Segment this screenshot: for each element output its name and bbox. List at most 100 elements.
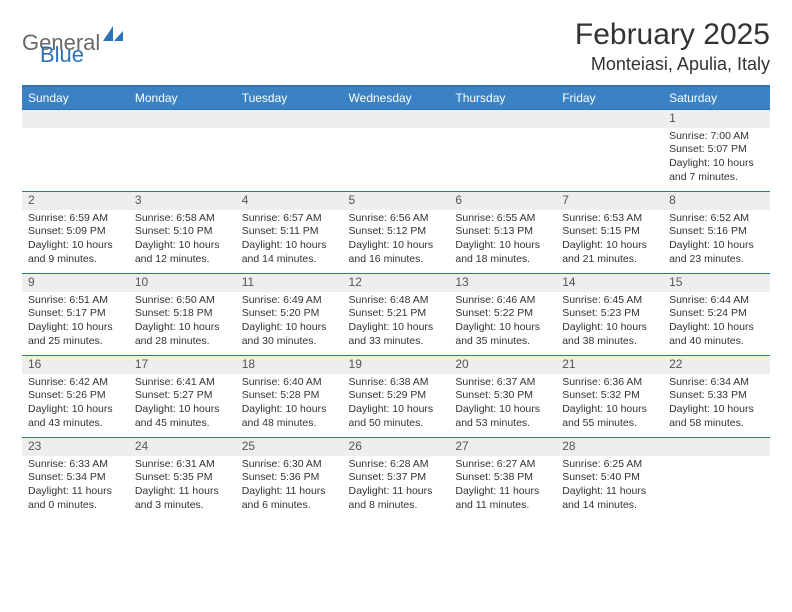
day-number: 8 (663, 192, 770, 210)
calendar-cell: 6Sunrise: 6:55 AMSunset: 5:13 PMDaylight… (449, 192, 556, 274)
day-header-row: Sunday Monday Tuesday Wednesday Thursday… (22, 86, 770, 110)
day-details: Sunrise: 6:48 AMSunset: 5:21 PMDaylight:… (343, 292, 450, 353)
calendar-cell: 22Sunrise: 6:34 AMSunset: 5:33 PMDayligh… (663, 356, 770, 438)
day-number: 1 (663, 110, 770, 128)
day-details: Sunrise: 6:53 AMSunset: 5:15 PMDaylight:… (556, 210, 663, 271)
day-details: Sunrise: 6:50 AMSunset: 5:18 PMDaylight:… (129, 292, 236, 353)
day-number: 10 (129, 274, 236, 292)
calendar-cell (556, 110, 663, 192)
day-details: Sunrise: 6:45 AMSunset: 5:23 PMDaylight:… (556, 292, 663, 353)
day-number: 18 (236, 356, 343, 374)
day-number: 27 (449, 438, 556, 456)
day-number (129, 110, 236, 128)
calendar-cell (236, 110, 343, 192)
day-number: 21 (556, 356, 663, 374)
col-wednesday: Wednesday (343, 86, 450, 110)
day-number: 25 (236, 438, 343, 456)
day-number (22, 110, 129, 128)
calendar-row: 1Sunrise: 7:00 AMSunset: 5:07 PMDaylight… (22, 110, 770, 192)
day-details: Sunrise: 6:28 AMSunset: 5:37 PMDaylight:… (343, 456, 450, 517)
calendar-cell: 7Sunrise: 6:53 AMSunset: 5:15 PMDaylight… (556, 192, 663, 274)
day-details: Sunrise: 6:30 AMSunset: 5:36 PMDaylight:… (236, 456, 343, 517)
day-number: 13 (449, 274, 556, 292)
calendar-cell: 12Sunrise: 6:48 AMSunset: 5:21 PMDayligh… (343, 274, 450, 356)
calendar-cell: 24Sunrise: 6:31 AMSunset: 5:35 PMDayligh… (129, 438, 236, 517)
calendar-cell: 2Sunrise: 6:59 AMSunset: 5:09 PMDaylight… (22, 192, 129, 274)
day-number: 20 (449, 356, 556, 374)
title-block: February 2025 Monteiasi, Apulia, Italy (575, 18, 770, 75)
calendar-cell: 21Sunrise: 6:36 AMSunset: 5:32 PMDayligh… (556, 356, 663, 438)
day-number: 22 (663, 356, 770, 374)
day-number: 3 (129, 192, 236, 210)
logo-text-blue: Blue (40, 42, 84, 67)
col-monday: Monday (129, 86, 236, 110)
calendar-body: 1Sunrise: 7:00 AMSunset: 5:07 PMDaylight… (22, 110, 770, 517)
day-details: Sunrise: 6:52 AMSunset: 5:16 PMDaylight:… (663, 210, 770, 271)
day-number: 26 (343, 438, 450, 456)
col-friday: Friday (556, 86, 663, 110)
day-details: Sunrise: 6:44 AMSunset: 5:24 PMDaylight:… (663, 292, 770, 353)
calendar-row: 2Sunrise: 6:59 AMSunset: 5:09 PMDaylight… (22, 192, 770, 274)
day-details: Sunrise: 6:25 AMSunset: 5:40 PMDaylight:… (556, 456, 663, 517)
logo-sail-icon (102, 24, 124, 47)
day-number: 6 (449, 192, 556, 210)
day-details: Sunrise: 6:57 AMSunset: 5:11 PMDaylight:… (236, 210, 343, 271)
day-number: 14 (556, 274, 663, 292)
calendar-cell: 18Sunrise: 6:40 AMSunset: 5:28 PMDayligh… (236, 356, 343, 438)
day-details: Sunrise: 6:36 AMSunset: 5:32 PMDaylight:… (556, 374, 663, 435)
calendar-row: 23Sunrise: 6:33 AMSunset: 5:34 PMDayligh… (22, 438, 770, 517)
day-number (556, 110, 663, 128)
day-details: Sunrise: 6:55 AMSunset: 5:13 PMDaylight:… (449, 210, 556, 271)
header: General Blue February 2025 Monteiasi, Ap… (22, 18, 770, 75)
calendar-cell: 23Sunrise: 6:33 AMSunset: 5:34 PMDayligh… (22, 438, 129, 517)
day-number: 19 (343, 356, 450, 374)
calendar-cell: 25Sunrise: 6:30 AMSunset: 5:36 PMDayligh… (236, 438, 343, 517)
day-details: Sunrise: 6:38 AMSunset: 5:29 PMDaylight:… (343, 374, 450, 435)
col-saturday: Saturday (663, 86, 770, 110)
col-tuesday: Tuesday (236, 86, 343, 110)
day-details: Sunrise: 6:41 AMSunset: 5:27 PMDaylight:… (129, 374, 236, 435)
calendar-cell: 1Sunrise: 7:00 AMSunset: 5:07 PMDaylight… (663, 110, 770, 192)
day-number: 24 (129, 438, 236, 456)
col-thursday: Thursday (449, 86, 556, 110)
day-details: Sunrise: 6:49 AMSunset: 5:20 PMDaylight:… (236, 292, 343, 353)
calendar-row: 9Sunrise: 6:51 AMSunset: 5:17 PMDaylight… (22, 274, 770, 356)
day-details: Sunrise: 6:40 AMSunset: 5:28 PMDaylight:… (236, 374, 343, 435)
day-number: 9 (22, 274, 129, 292)
calendar-cell (449, 110, 556, 192)
calendar-cell: 5Sunrise: 6:56 AMSunset: 5:12 PMDaylight… (343, 192, 450, 274)
day-number: 11 (236, 274, 343, 292)
day-details: Sunrise: 6:37 AMSunset: 5:30 PMDaylight:… (449, 374, 556, 435)
logo: General Blue (22, 18, 124, 61)
day-details: Sunrise: 6:27 AMSunset: 5:38 PMDaylight:… (449, 456, 556, 517)
day-details: Sunrise: 6:33 AMSunset: 5:34 PMDaylight:… (22, 456, 129, 517)
day-details: Sunrise: 6:42 AMSunset: 5:26 PMDaylight:… (22, 374, 129, 435)
calendar-cell: 16Sunrise: 6:42 AMSunset: 5:26 PMDayligh… (22, 356, 129, 438)
day-number (236, 110, 343, 128)
day-number: 23 (22, 438, 129, 456)
calendar-cell: 14Sunrise: 6:45 AMSunset: 5:23 PMDayligh… (556, 274, 663, 356)
calendar-cell: 17Sunrise: 6:41 AMSunset: 5:27 PMDayligh… (129, 356, 236, 438)
day-number: 7 (556, 192, 663, 210)
calendar-cell: 20Sunrise: 6:37 AMSunset: 5:30 PMDayligh… (449, 356, 556, 438)
calendar-cell (343, 110, 450, 192)
calendar-row: 16Sunrise: 6:42 AMSunset: 5:26 PMDayligh… (22, 356, 770, 438)
day-details: Sunrise: 6:34 AMSunset: 5:33 PMDaylight:… (663, 374, 770, 435)
day-number (663, 438, 770, 456)
day-number: 17 (129, 356, 236, 374)
calendar-cell: 9Sunrise: 6:51 AMSunset: 5:17 PMDaylight… (22, 274, 129, 356)
calendar-cell: 27Sunrise: 6:27 AMSunset: 5:38 PMDayligh… (449, 438, 556, 517)
day-details: Sunrise: 6:31 AMSunset: 5:35 PMDaylight:… (129, 456, 236, 517)
location-label: Monteiasi, Apulia, Italy (575, 54, 770, 75)
calendar-cell: 4Sunrise: 6:57 AMSunset: 5:11 PMDaylight… (236, 192, 343, 274)
calendar-cell: 10Sunrise: 6:50 AMSunset: 5:18 PMDayligh… (129, 274, 236, 356)
day-number: 2 (22, 192, 129, 210)
day-details: Sunrise: 6:58 AMSunset: 5:10 PMDaylight:… (129, 210, 236, 271)
day-number: 28 (556, 438, 663, 456)
calendar-cell: 13Sunrise: 6:46 AMSunset: 5:22 PMDayligh… (449, 274, 556, 356)
day-details: Sunrise: 6:46 AMSunset: 5:22 PMDaylight:… (449, 292, 556, 353)
calendar-table: Sunday Monday Tuesday Wednesday Thursday… (22, 85, 770, 516)
col-sunday: Sunday (22, 86, 129, 110)
day-number: 15 (663, 274, 770, 292)
calendar-cell: 26Sunrise: 6:28 AMSunset: 5:37 PMDayligh… (343, 438, 450, 517)
